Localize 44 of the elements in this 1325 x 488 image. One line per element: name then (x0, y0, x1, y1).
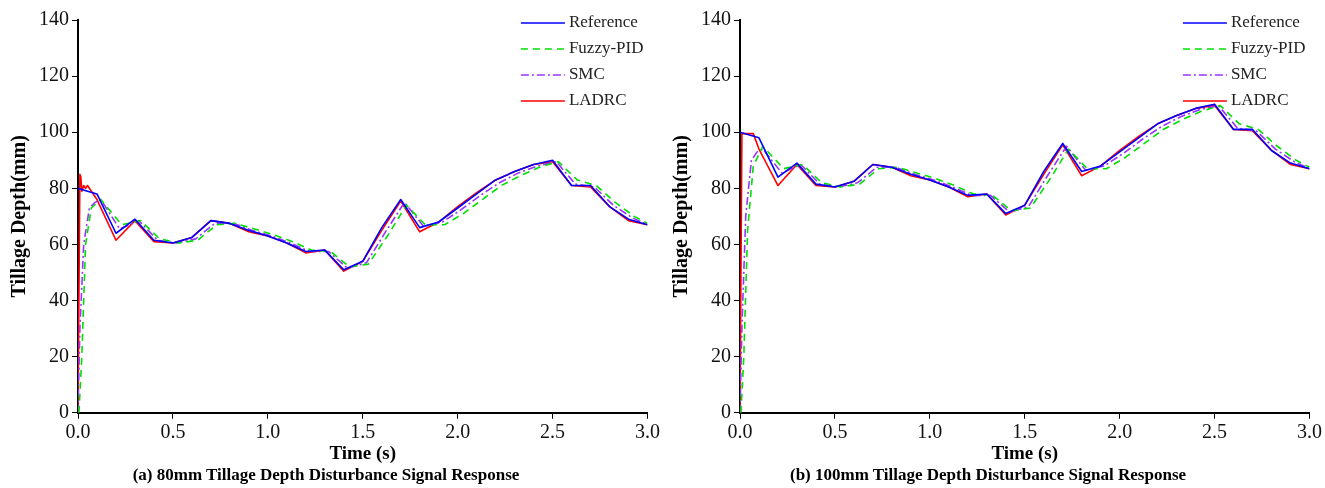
legend-label: SMC (568, 64, 605, 84)
x-tick-label: 2.0 (1107, 420, 1133, 443)
legend-label: SMC (1230, 64, 1267, 84)
legend-label: Reference (1230, 12, 1300, 32)
y-tick-label: 40 (49, 287, 69, 310)
y-tick-label: 120 (39, 63, 69, 86)
y-axis-title: Tillage Depth(mm) (7, 135, 31, 298)
text: (a) 80mm Tillage Depth Disturbance Signal Response (132, 465, 520, 485)
y-tick-label: 80 (49, 175, 69, 198)
y-tick-label: 0 (59, 400, 69, 423)
y-tick-label: 40 (711, 287, 731, 310)
x-tick-label: 0.0 (727, 420, 753, 443)
y-tick-label: 100 (39, 119, 69, 142)
legend-label: Reference (568, 12, 638, 32)
x-axis-title: Time (s) (329, 442, 397, 465)
legend-label: LADRC (568, 90, 627, 110)
y-tick-label: 80 (711, 175, 731, 198)
y-tick-label: 20 (49, 343, 69, 366)
y-tick-label: 60 (711, 231, 731, 254)
x-tick-label: 3.0 (1297, 420, 1322, 443)
x-tick-label: 0.5 (822, 420, 848, 443)
y-tick-label: 140 (39, 7, 69, 30)
x-tick-label: 3.0 (635, 420, 660, 443)
y-tick-label: 140 (701, 7, 731, 30)
legend-label: LADRC (1230, 90, 1289, 110)
y-axis-title: Tillage Depth(mm) (669, 135, 693, 298)
x-tick-label: 2.5 (540, 420, 566, 443)
x-axis-title: Time (s) (991, 442, 1059, 465)
x-tick-label: 2.5 (1202, 420, 1228, 443)
x-tick-label: 1.5 (1012, 420, 1038, 443)
y-tick-label: 60 (49, 231, 69, 254)
x-tick-label: 0.0 (65, 420, 91, 443)
y-tick-label: 20 (711, 343, 731, 366)
legend-label: Fuzzy-PID (568, 38, 644, 58)
y-tick-label: 120 (701, 63, 731, 86)
y-tick-label: 0 (721, 400, 731, 423)
x-tick-label: 1.5 (350, 420, 376, 443)
x-tick-label: 1.0 (917, 420, 943, 443)
x-tick-label: 0.5 (160, 420, 186, 443)
text: (b) 100mm Tillage Depth Disturbance Signal Response (789, 465, 1187, 485)
y-tick-label: 100 (701, 119, 731, 142)
x-tick-label: 2.0 (445, 420, 471, 443)
legend-label: Fuzzy-PID (1230, 38, 1306, 58)
x-tick-label: 1.0 (255, 420, 281, 443)
